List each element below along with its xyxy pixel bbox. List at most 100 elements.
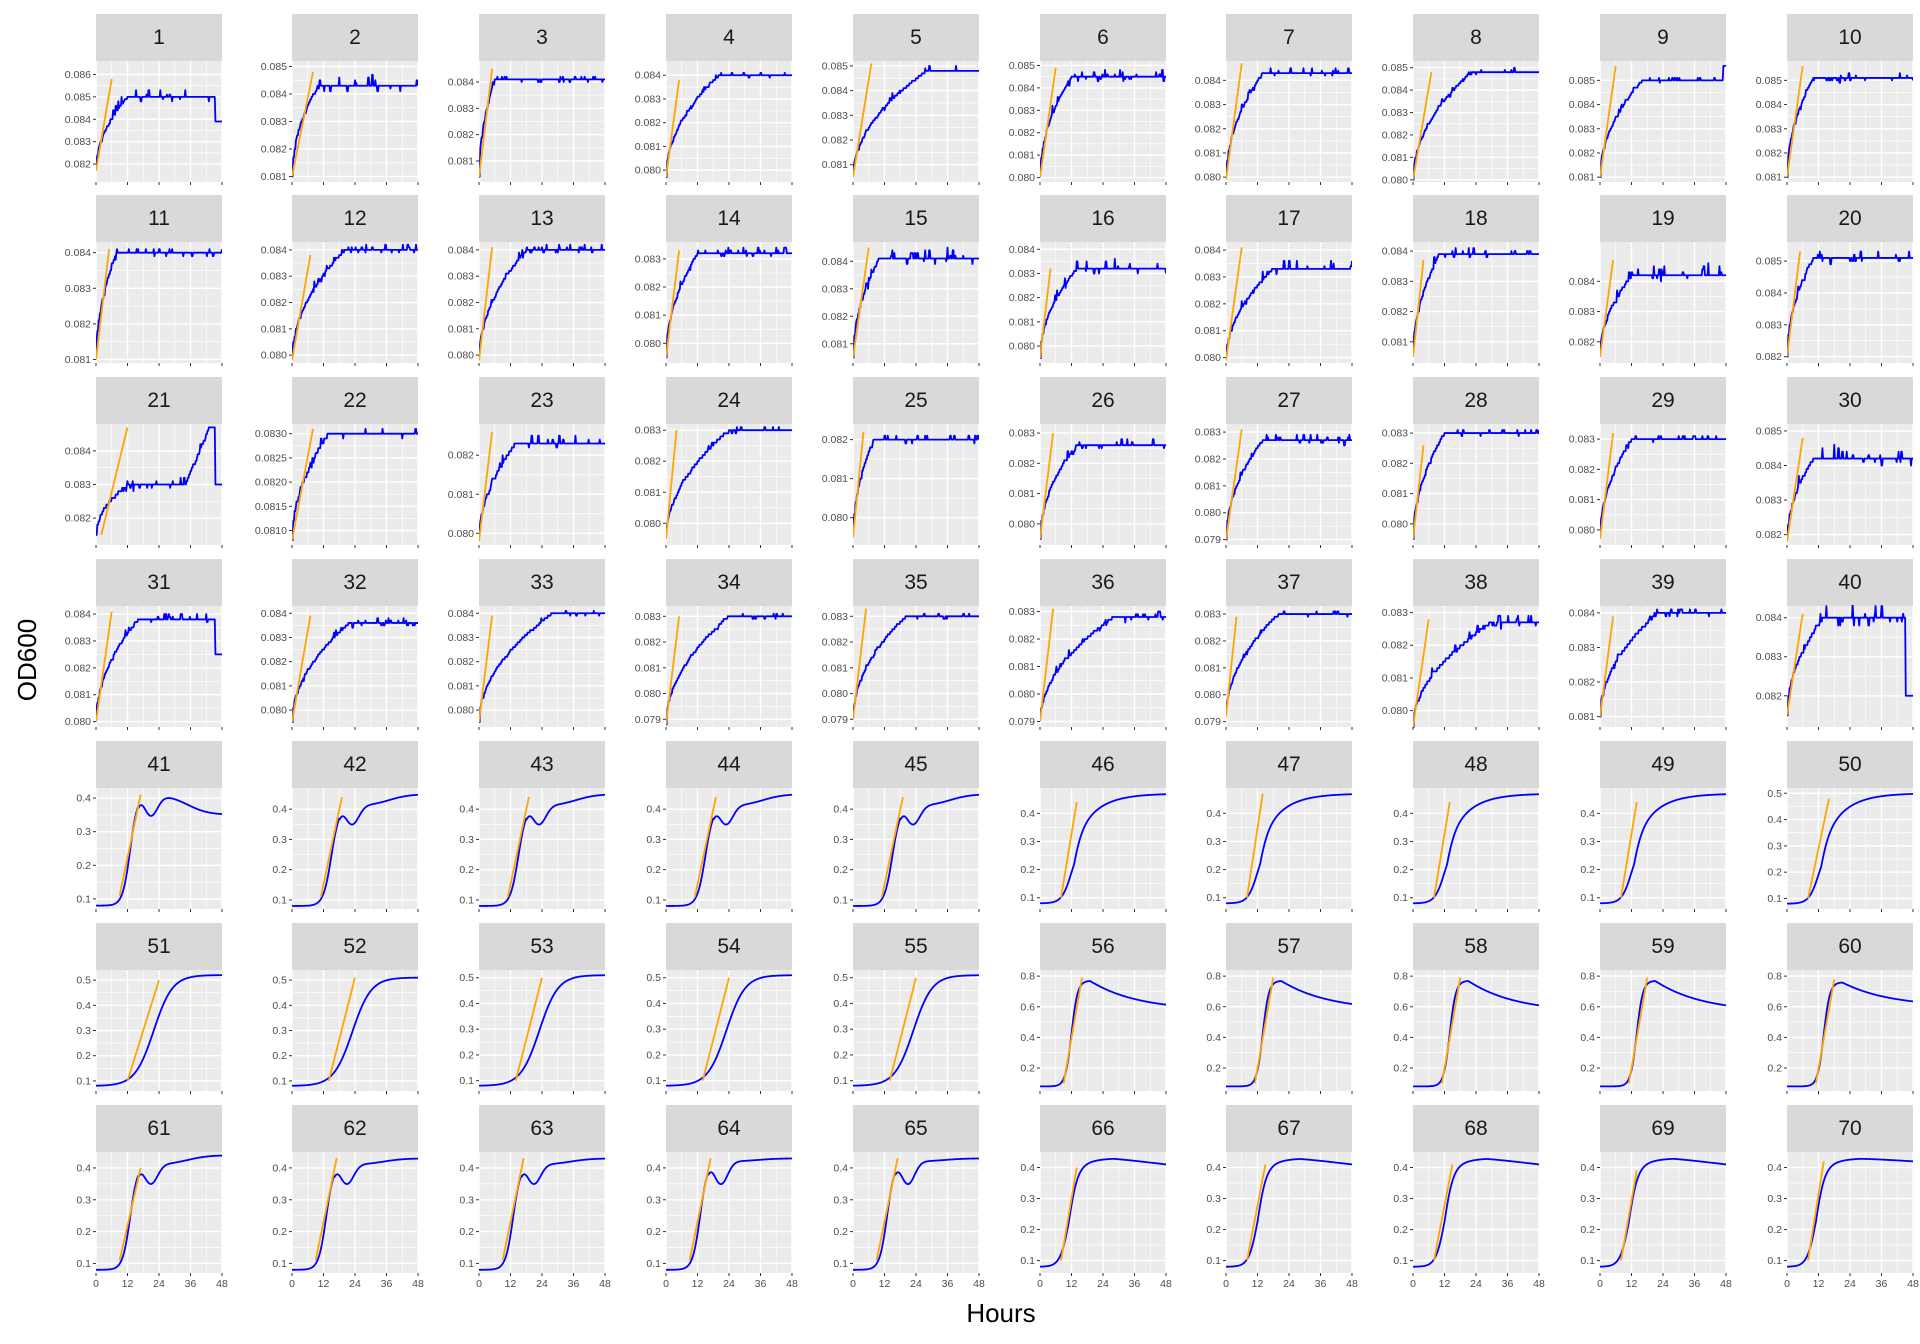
- od-curve: [666, 612, 792, 726]
- y-tick-label: 0.2: [1393, 1224, 1408, 1236]
- strip-background: [1600, 923, 1726, 970]
- strip-background: [479, 377, 605, 424]
- y-tick-label: 0.083: [1382, 107, 1408, 119]
- strip-label: 62: [343, 1117, 366, 1140]
- y-tick-label: 0.083: [65, 283, 91, 295]
- panels-layer: 1 0.082 0.083 0.084 0.085 0.086 2 0.081 0.082 0.0…: [65, 14, 1919, 1290]
- y-tick-label: 0.082: [448, 129, 474, 141]
- y-tick-label: 0.4: [1767, 1162, 1782, 1174]
- y-tick-label: 0.1: [1580, 1255, 1595, 1267]
- panel-59: 59 0.2 0.4 0.6 0.8: [1580, 923, 1727, 1094]
- y-tick-label: 0.081: [822, 473, 848, 485]
- y-tick-label: 0.1: [1767, 893, 1782, 905]
- fit-line: [1627, 977, 1649, 1084]
- strip-label: 67: [1277, 1117, 1300, 1140]
- y-tick-label: 0.082: [635, 117, 661, 129]
- panel-66: 66 0.1 0.2 0.3 0.4 0 12 24 36 48: [1020, 1105, 1172, 1290]
- y-tick-label: 0.084: [65, 114, 91, 126]
- fit-line: [666, 430, 678, 539]
- y-tick-label: 0.084: [448, 244, 474, 256]
- strip-label: 25: [904, 389, 927, 412]
- od-curve: [853, 974, 979, 1087]
- strip-label: 64: [717, 1117, 741, 1140]
- panel-55: 55 0.1 0.2 0.3 0.4 0.5: [833, 923, 980, 1094]
- strip-background: [1600, 559, 1726, 606]
- y-tick-label: 0.3: [646, 1194, 661, 1206]
- y-tick-label: 0.081: [1382, 672, 1408, 684]
- y-tick-label: 0.084: [1756, 99, 1782, 111]
- y-tick-label: 0.081: [261, 323, 287, 335]
- y-tick-label: 0.4: [1580, 1162, 1595, 1174]
- panel-40: 40 0.082 0.083 0.084: [1756, 559, 1914, 730]
- od-curve: [1600, 435, 1726, 539]
- od-curve: [853, 434, 979, 538]
- y-tick-label: 0.2: [1580, 864, 1595, 876]
- y-tick-label: 0.3: [459, 1194, 474, 1206]
- strip-background: [96, 741, 222, 788]
- y-tick-label: 0.083: [1569, 434, 1595, 446]
- fit-line: [888, 977, 917, 1081]
- x-tick-label: 36: [381, 1278, 393, 1290]
- y-tick-label: 0.2: [1580, 1063, 1595, 1075]
- fit-line: [118, 1167, 142, 1261]
- y-tick-label: 0.3: [76, 1194, 91, 1206]
- y-tick-label: 0.084: [1382, 246, 1408, 258]
- strip-background: [1226, 741, 1352, 788]
- strip-background: [479, 741, 605, 788]
- od-curve: [853, 793, 979, 907]
- panel-47: 47 0.1 0.2 0.3 0.4: [1206, 741, 1353, 912]
- x-tick-label: 12: [879, 1278, 891, 1290]
- strip-label: 38: [1464, 571, 1487, 594]
- strip-background: [1226, 1105, 1352, 1152]
- y-tick-label: 0.1: [1580, 892, 1595, 904]
- y-tick-label: 0.083: [448, 103, 474, 115]
- panel-24: 24 0.080 0.081 0.082 0.083: [635, 377, 793, 548]
- y-tick-label: 0.083: [65, 136, 91, 148]
- fit-line: [96, 611, 113, 722]
- y-tick-label: 0.084: [1195, 75, 1221, 87]
- od-curve: [853, 65, 979, 178]
- strip-background: [666, 1105, 792, 1152]
- panel-64: 64 0.1 0.2 0.3 0.4 0 12 24 36 48: [646, 1105, 798, 1290]
- y-tick-label: 0.080: [1009, 689, 1035, 701]
- y-tick-label: 0.082: [635, 637, 661, 649]
- y-tick-label: 0.086: [65, 69, 91, 81]
- fit-line: [292, 254, 312, 361]
- y-tick-label: 0.4: [1393, 1032, 1408, 1044]
- y-tick-label: 0.083: [1756, 123, 1782, 135]
- y-tick-label: 0.0825: [255, 452, 287, 464]
- x-tick-label: 12: [1813, 1278, 1825, 1290]
- y-tick-label: 0.6: [1767, 1001, 1782, 1013]
- y-tick-label: 0.3: [646, 1024, 661, 1036]
- y-tick-label: 0.081: [1009, 150, 1035, 162]
- y-tick-label: 0.084: [1009, 82, 1035, 94]
- strip-background: [1413, 741, 1539, 788]
- y-tick-label: 0.5: [76, 975, 91, 987]
- y-tick-label: 0.1: [833, 1258, 848, 1270]
- strip-label: 50: [1838, 753, 1861, 776]
- y-tick-label: 0.2: [1393, 1063, 1408, 1075]
- od-curve: [853, 246, 979, 359]
- strip-background: [292, 1105, 418, 1152]
- y-tick-label: 0.8: [1393, 971, 1408, 983]
- y-tick-label: 0.084: [1756, 287, 1782, 299]
- y-tick-label: 0.081: [1195, 325, 1221, 337]
- y-tick-label: 0.4: [1206, 1162, 1221, 1174]
- y-tick-label: 0.5: [272, 975, 287, 987]
- y-tick-label: 0.082: [1756, 351, 1782, 363]
- y-tick-label: 0.084: [1569, 607, 1595, 619]
- y-tick-label: 0.1: [1393, 892, 1408, 904]
- y-tick-label: 0.081: [261, 171, 287, 183]
- y-tick-label: 0.4: [1393, 808, 1408, 820]
- y-tick-label: 0.084: [1756, 460, 1782, 472]
- y-tick-label: 0.1: [1767, 1255, 1782, 1267]
- fit-line: [880, 796, 904, 898]
- fit-line: [1040, 268, 1052, 359]
- strip-label: 6: [1097, 26, 1109, 49]
- x-tick-label: 24: [536, 1278, 548, 1290]
- y-tick-label: 0.080: [1195, 689, 1221, 701]
- panel-27: 27 0.079 0.080 0.081 0.082 0.083: [1195, 377, 1353, 548]
- panel-48: 48 0.1 0.2 0.3 0.4: [1393, 741, 1540, 912]
- strip-background: [1413, 1105, 1539, 1152]
- y-tick-label: 0.2: [272, 864, 287, 876]
